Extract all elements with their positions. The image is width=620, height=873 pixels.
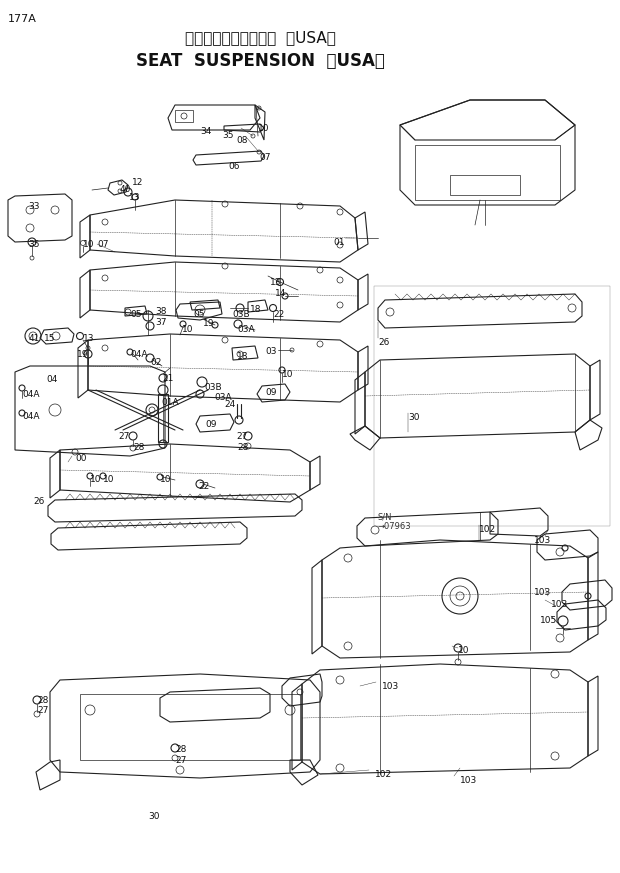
Text: 27: 27 xyxy=(237,432,248,441)
Text: 22: 22 xyxy=(273,310,284,319)
Text: 27: 27 xyxy=(175,756,187,765)
Text: 33: 33 xyxy=(28,202,40,211)
Text: 12: 12 xyxy=(132,178,143,187)
Text: 177A: 177A xyxy=(8,14,37,24)
Text: 35: 35 xyxy=(222,131,234,140)
Text: 03B: 03B xyxy=(232,310,250,319)
Text: 30: 30 xyxy=(408,413,420,422)
Text: シートサスペンション  （USA）: シートサスペンション （USA） xyxy=(185,30,336,45)
Text: 21: 21 xyxy=(162,374,174,383)
Text: 105: 105 xyxy=(540,616,557,625)
Text: 05: 05 xyxy=(193,310,205,319)
Text: 28: 28 xyxy=(37,696,48,705)
Text: 13: 13 xyxy=(270,278,281,287)
Bar xyxy=(158,394,168,442)
Bar xyxy=(175,110,193,122)
Text: 22: 22 xyxy=(198,482,210,491)
Text: 08: 08 xyxy=(236,136,247,145)
Text: 102: 102 xyxy=(375,770,392,779)
Text: 03A: 03A xyxy=(214,393,232,402)
Text: 10: 10 xyxy=(160,475,172,484)
Bar xyxy=(374,286,610,526)
Text: 37: 37 xyxy=(155,318,167,327)
Text: 10: 10 xyxy=(90,475,102,484)
Text: 09: 09 xyxy=(265,388,277,397)
Text: 35: 35 xyxy=(28,240,40,249)
Bar xyxy=(80,694,300,760)
Text: 13: 13 xyxy=(128,193,140,202)
Text: 03: 03 xyxy=(265,347,277,356)
Text: 18: 18 xyxy=(237,352,249,361)
Text: 07: 07 xyxy=(259,153,270,162)
Text: S/N
→07963: S/N →07963 xyxy=(378,512,412,532)
Text: 19: 19 xyxy=(203,319,215,328)
Text: 09: 09 xyxy=(205,420,216,429)
Bar xyxy=(450,175,520,195)
Text: 24: 24 xyxy=(224,400,236,409)
Text: 28: 28 xyxy=(237,443,249,452)
Text: 04: 04 xyxy=(46,375,58,384)
Text: 00: 00 xyxy=(75,454,87,463)
Text: 03B: 03B xyxy=(204,383,221,392)
Text: 10: 10 xyxy=(258,124,270,133)
Text: 103: 103 xyxy=(460,776,477,785)
Bar xyxy=(415,145,560,200)
Text: 06: 06 xyxy=(228,162,239,171)
Text: 19: 19 xyxy=(76,350,88,359)
Text: 15: 15 xyxy=(44,334,56,343)
Text: 34: 34 xyxy=(200,127,211,136)
Text: SEAT  SUSPENSION  （USA）: SEAT SUSPENSION （USA） xyxy=(136,52,385,70)
Text: 26: 26 xyxy=(378,338,389,347)
Text: 01: 01 xyxy=(334,238,345,247)
Text: 38: 38 xyxy=(155,307,167,316)
Text: 03A: 03A xyxy=(237,325,255,334)
Text: 41: 41 xyxy=(29,334,40,343)
Text: 27: 27 xyxy=(37,706,48,715)
Text: 40: 40 xyxy=(120,185,131,194)
Text: 10: 10 xyxy=(282,370,293,379)
Text: 10: 10 xyxy=(103,475,115,484)
Text: 10: 10 xyxy=(83,240,94,249)
Text: 28: 28 xyxy=(175,745,187,754)
Text: 103: 103 xyxy=(551,600,569,609)
Text: 102: 102 xyxy=(479,525,496,534)
Text: 28: 28 xyxy=(133,443,144,452)
Text: 103: 103 xyxy=(534,588,551,597)
Text: 18: 18 xyxy=(250,305,262,314)
Text: 04A: 04A xyxy=(22,412,40,421)
Text: 26: 26 xyxy=(33,497,45,506)
Text: 02: 02 xyxy=(150,358,161,367)
Text: 103: 103 xyxy=(534,536,551,545)
Text: 30: 30 xyxy=(148,812,159,821)
Text: 103: 103 xyxy=(382,682,399,691)
Text: 14: 14 xyxy=(275,289,286,298)
Text: 10: 10 xyxy=(182,325,193,334)
Text: 01A: 01A xyxy=(161,398,179,407)
Text: 13: 13 xyxy=(83,334,94,343)
Text: 05: 05 xyxy=(130,310,141,319)
Text: 04A: 04A xyxy=(22,390,40,399)
Text: 27: 27 xyxy=(118,432,130,441)
Text: 04A: 04A xyxy=(130,350,148,359)
Text: 07: 07 xyxy=(97,240,108,249)
Text: 10: 10 xyxy=(458,646,469,655)
